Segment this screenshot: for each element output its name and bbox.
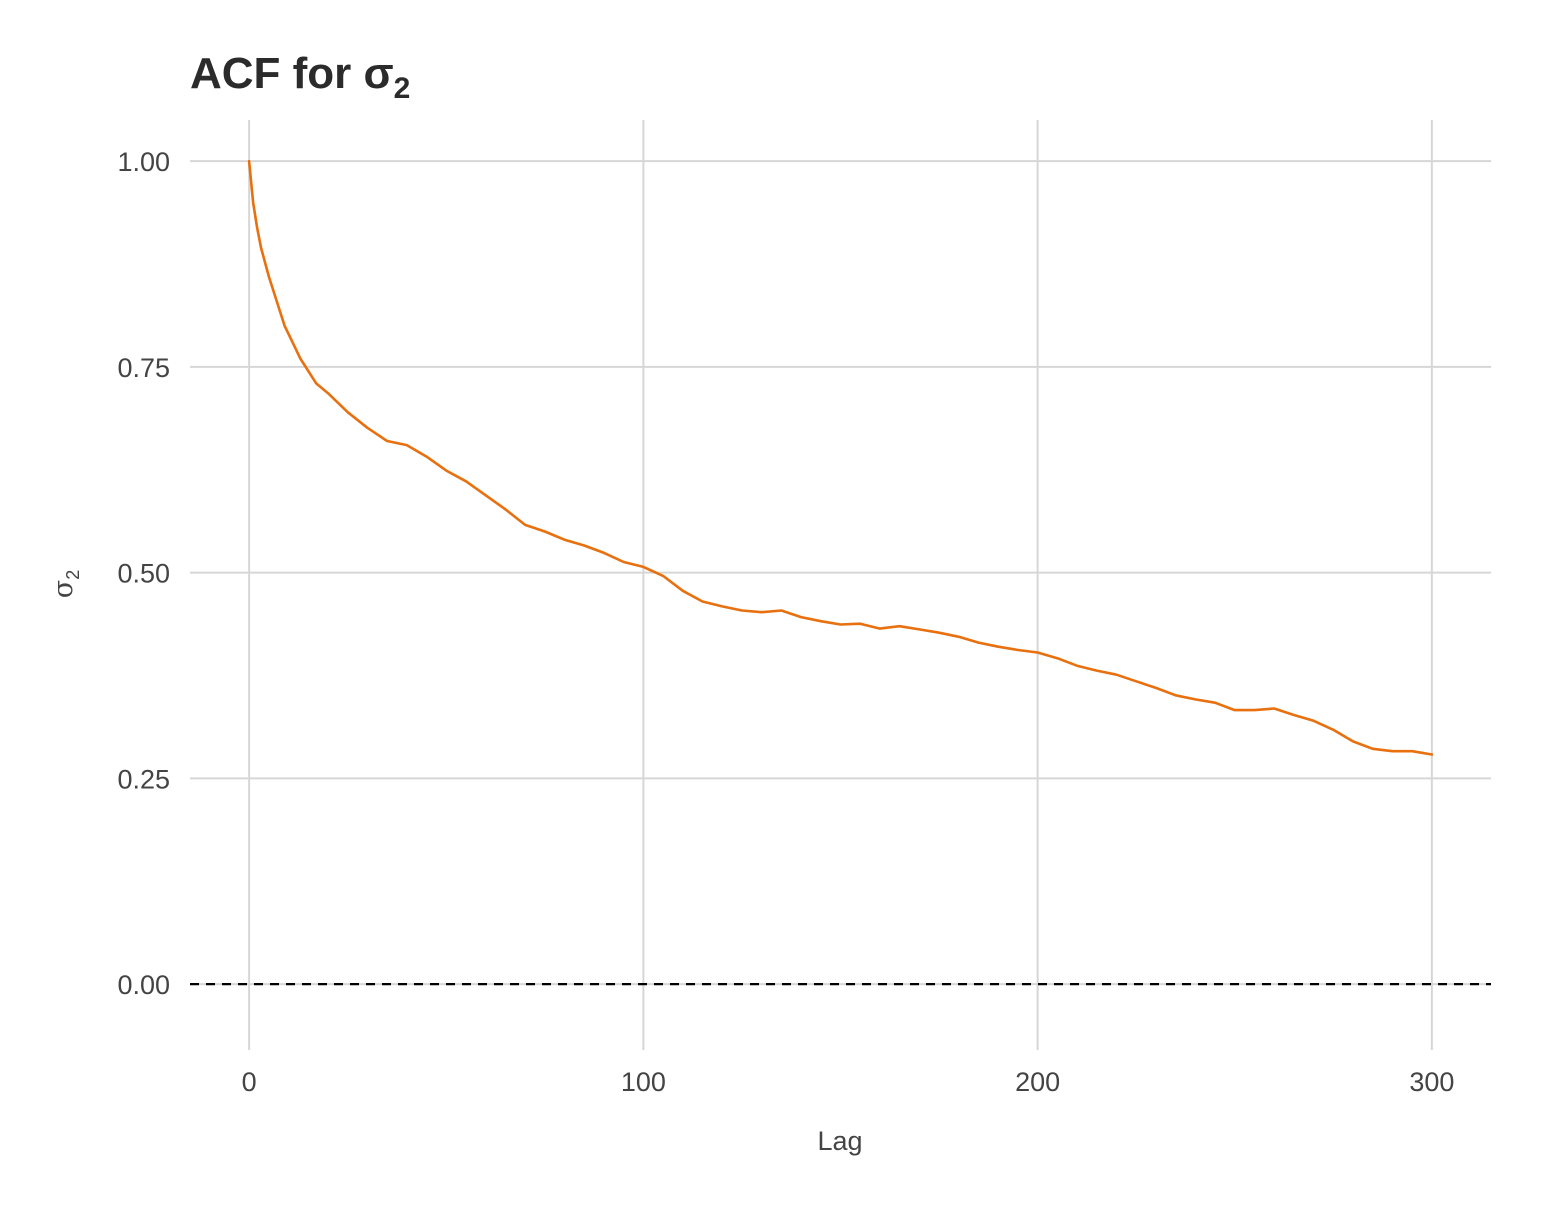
svg-text:σ2: σ2: [48, 570, 83, 598]
x-tick-labels: 0 100 200 300: [242, 1067, 1455, 1097]
acf-line: [247, 159, 1434, 756]
y-tick-label: 0.25: [117, 764, 170, 794]
x-tick-label: 300: [1409, 1067, 1454, 1097]
x-tick-label: 200: [1015, 1067, 1060, 1097]
y-tick-labels: 0.00 0.25 0.50 0.75 1.00: [117, 147, 170, 1000]
y-tick-label: 0.00: [117, 970, 170, 1000]
y-tick-label: 1.00: [117, 147, 170, 177]
y-tick-label: 0.50: [117, 559, 170, 589]
chart-title: ACF for σ2: [190, 49, 410, 105]
grid-lines: [190, 120, 1491, 1050]
acf-series: [247, 159, 1434, 756]
x-axis-title: Lag: [817, 1126, 862, 1156]
x-tick-label: 100: [621, 1067, 666, 1097]
x-tick-label: 0: [242, 1067, 257, 1097]
y-axis-title: σ2: [48, 570, 83, 598]
y-tick-label: 0.75: [117, 353, 170, 383]
